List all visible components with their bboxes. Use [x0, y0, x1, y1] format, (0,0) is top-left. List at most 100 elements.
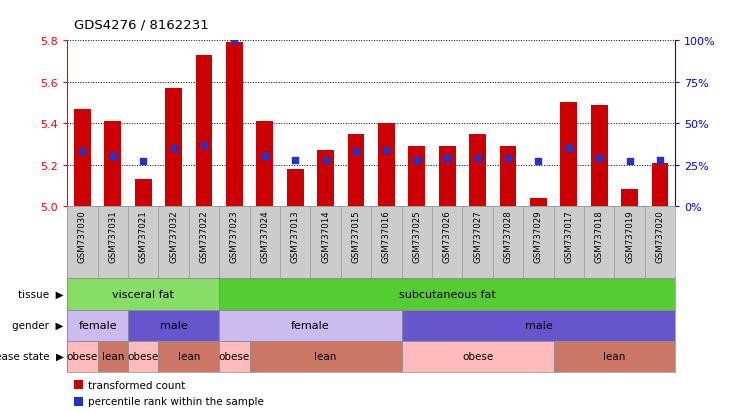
Point: [289, 157, 301, 164]
Bar: [67, 206, 98, 279]
Bar: [584, 206, 615, 279]
Point: [502, 155, 514, 162]
Text: GSM737023: GSM737023: [230, 209, 239, 262]
Text: male: male: [160, 320, 188, 330]
Text: transformed count: transformed count: [88, 380, 185, 390]
Bar: [432, 206, 462, 279]
Point: [350, 149, 362, 155]
Bar: [462, 206, 493, 279]
Bar: [402, 341, 553, 372]
Bar: [158, 206, 189, 279]
Text: disease state  ▶: disease state ▶: [0, 351, 64, 361]
Text: percentile rank within the sample: percentile rank within the sample: [88, 396, 264, 406]
Bar: [67, 279, 219, 310]
Bar: [553, 341, 675, 372]
Bar: [409, 147, 425, 206]
Bar: [67, 341, 98, 372]
Text: GSM737017: GSM737017: [564, 209, 573, 262]
Bar: [378, 124, 395, 206]
Bar: [287, 169, 304, 206]
Bar: [98, 341, 128, 372]
Bar: [553, 206, 584, 279]
Text: GSM737029: GSM737029: [534, 209, 543, 262]
Text: GSM737031: GSM737031: [108, 209, 118, 262]
Point: [442, 155, 453, 162]
Bar: [165, 89, 182, 206]
Text: GSM737013: GSM737013: [291, 209, 300, 262]
Bar: [615, 206, 645, 279]
Bar: [318, 151, 334, 206]
Bar: [128, 310, 219, 341]
Text: GSM737019: GSM737019: [625, 209, 634, 262]
Text: GSM737028: GSM737028: [504, 209, 512, 262]
Text: obese: obese: [219, 351, 250, 361]
Bar: [341, 206, 372, 279]
Text: GSM737015: GSM737015: [352, 209, 361, 262]
Point: [259, 154, 271, 160]
Point: [198, 142, 210, 149]
Bar: [128, 341, 158, 372]
Text: obese: obese: [128, 351, 159, 361]
Text: gender  ▶: gender ▶: [12, 320, 64, 330]
Text: visceral fat: visceral fat: [112, 289, 174, 299]
Text: GSM737026: GSM737026: [442, 209, 452, 262]
Point: [137, 159, 149, 165]
Bar: [74, 109, 91, 206]
Text: GSM737030: GSM737030: [78, 209, 87, 262]
Bar: [250, 206, 280, 279]
Bar: [469, 134, 486, 206]
Bar: [158, 341, 219, 372]
Bar: [219, 310, 402, 341]
Point: [107, 154, 118, 160]
Text: GSM737018: GSM737018: [595, 209, 604, 262]
Bar: [402, 206, 432, 279]
Text: GSM737020: GSM737020: [656, 209, 664, 262]
Text: male: male: [525, 320, 553, 330]
Bar: [493, 206, 523, 279]
Bar: [219, 206, 250, 279]
Text: GSM737021: GSM737021: [139, 209, 147, 262]
Bar: [219, 279, 675, 310]
Text: obese: obese: [66, 351, 98, 361]
Text: GSM737024: GSM737024: [261, 209, 269, 262]
Text: female: female: [291, 320, 330, 330]
Bar: [499, 147, 516, 206]
Point: [563, 145, 575, 152]
Text: lean: lean: [603, 351, 626, 361]
Bar: [372, 206, 402, 279]
Bar: [652, 163, 669, 206]
Bar: [439, 147, 456, 206]
Text: lean: lean: [315, 351, 337, 361]
Text: obese: obese: [462, 351, 493, 361]
Bar: [219, 341, 250, 372]
Bar: [591, 105, 607, 206]
Text: lean: lean: [101, 351, 124, 361]
Bar: [310, 206, 341, 279]
Text: tissue  ▶: tissue ▶: [18, 289, 64, 299]
Point: [624, 159, 636, 165]
Text: GSM737027: GSM737027: [473, 209, 482, 262]
Point: [654, 157, 666, 164]
Bar: [135, 180, 152, 206]
Text: GSM737032: GSM737032: [169, 209, 178, 262]
Bar: [67, 310, 128, 341]
Point: [77, 149, 88, 155]
Point: [380, 147, 392, 154]
Point: [228, 38, 240, 45]
Text: GDS4276 / 8162231: GDS4276 / 8162231: [74, 18, 210, 31]
Bar: [523, 206, 553, 279]
Bar: [189, 206, 219, 279]
Text: GSM737025: GSM737025: [412, 209, 421, 262]
Point: [593, 155, 605, 162]
Text: GSM737022: GSM737022: [199, 209, 209, 262]
Text: subcutaneous fat: subcutaneous fat: [399, 289, 496, 299]
Bar: [621, 190, 638, 206]
Point: [472, 155, 483, 162]
Bar: [98, 206, 128, 279]
Text: GSM737014: GSM737014: [321, 209, 330, 262]
Bar: [530, 198, 547, 206]
Text: lean: lean: [177, 351, 200, 361]
Point: [411, 157, 423, 164]
Bar: [347, 134, 364, 206]
Bar: [402, 310, 675, 341]
